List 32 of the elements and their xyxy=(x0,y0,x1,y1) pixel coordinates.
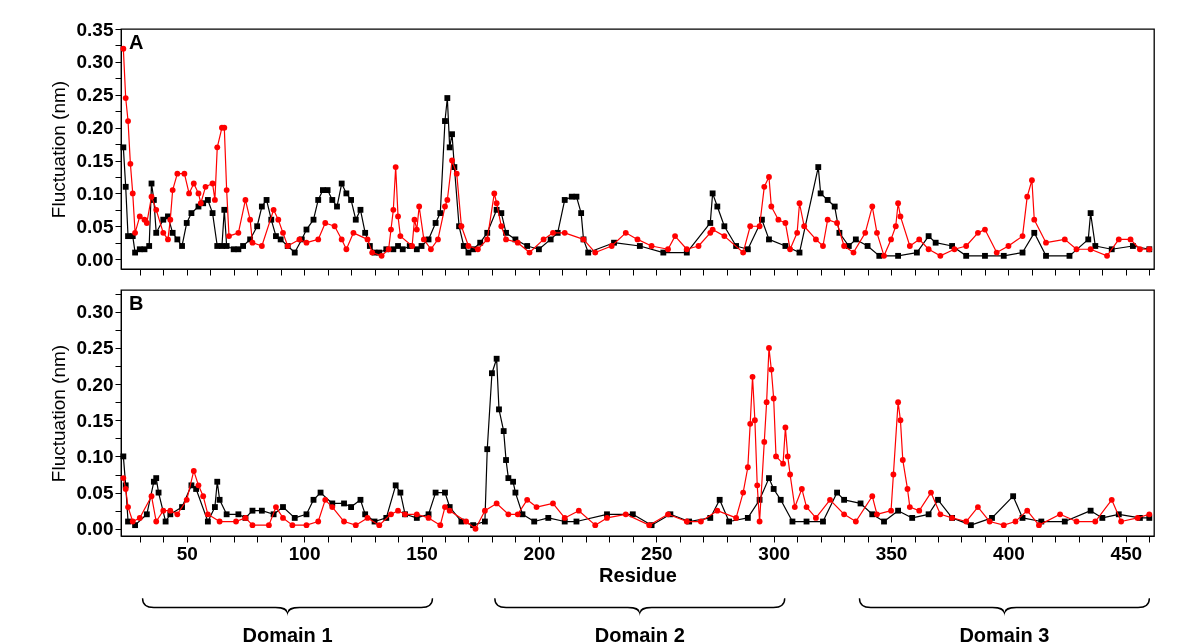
y-tick-label: 0.00 xyxy=(76,248,114,270)
x-tick-label: 250 xyxy=(640,542,673,564)
x-tick-label: 150 xyxy=(406,542,438,564)
x-tick-label: 400 xyxy=(993,542,1025,564)
text: Domain 2 xyxy=(594,624,685,643)
y-tick-label: 0.25 xyxy=(76,84,114,106)
y-tick-label: 0.25 xyxy=(76,337,114,359)
y-tick-label: 0.30 xyxy=(76,301,114,323)
y-tick-label: 0.10 xyxy=(76,182,114,204)
x-axis-title: Residue xyxy=(599,563,677,586)
y-tick-label: 0.20 xyxy=(76,117,114,139)
y-tick-label: 0.10 xyxy=(76,445,114,467)
y-axis-title: Fluctuation (nm) xyxy=(47,80,69,219)
x-tick-label: 50 xyxy=(176,542,198,564)
y-tick-label: 0.00 xyxy=(76,518,114,540)
x-tick-label: 100 xyxy=(288,542,321,564)
y-tick-label: 0.15 xyxy=(76,150,114,172)
y-tick-label: 0.05 xyxy=(76,215,114,237)
y-tick-label: 0.30 xyxy=(76,51,114,73)
y-tick-label: 0.35 xyxy=(76,18,114,40)
y-tick-label: 0.20 xyxy=(76,373,114,395)
y-tick-label: 0.05 xyxy=(76,482,114,504)
x-tick-label: 300 xyxy=(758,542,791,564)
text: Domain 1 xyxy=(242,624,333,643)
text: Domain 3 xyxy=(959,624,1050,643)
y-tick-label: 0.15 xyxy=(76,409,114,431)
y-axis-title: Fluctuation (nm) xyxy=(47,344,69,483)
annotation: B xyxy=(129,292,144,314)
x-tick-label: 450 xyxy=(1110,542,1143,564)
x-tick-label: 350 xyxy=(875,542,908,564)
x-tick-label: 200 xyxy=(523,542,556,564)
annotation: A xyxy=(129,31,144,53)
